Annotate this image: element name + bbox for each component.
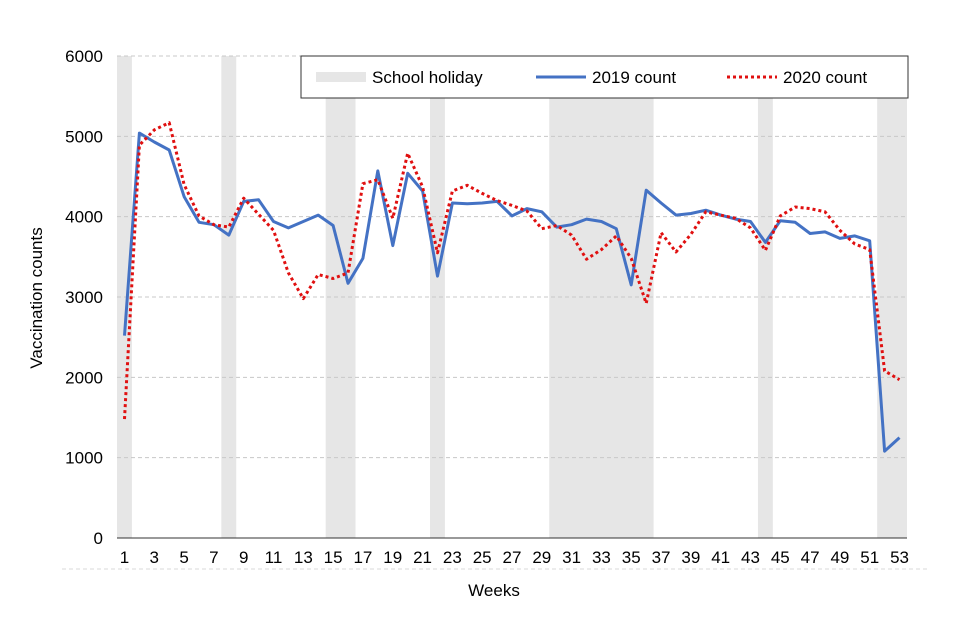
x-tick-label-35: 35 — [622, 548, 641, 567]
x-tick-label-21: 21 — [413, 548, 432, 567]
y-tick-label-4000: 4000 — [65, 208, 103, 227]
x-axis-title: Weeks — [468, 581, 520, 600]
legend-2019-label: 2019 count — [592, 68, 676, 87]
holiday-band-1 — [221, 56, 237, 538]
x-tick-label-53: 53 — [890, 548, 909, 567]
series-line-2020 — [123, 121, 901, 420]
x-tick-label-39: 39 — [681, 548, 700, 567]
x-tick-label-37: 37 — [652, 548, 671, 567]
x-tick-label-33: 33 — [592, 548, 611, 567]
y-axis-title: Vaccination counts — [27, 227, 46, 368]
y-tick-label-5000: 5000 — [65, 127, 103, 146]
holiday-band-3 — [430, 56, 445, 538]
x-tick-label-51: 51 — [860, 548, 879, 567]
x-tick-label-25: 25 — [473, 548, 492, 567]
x-tick-label-9: 9 — [239, 548, 248, 567]
y-tick-label-1000: 1000 — [65, 449, 103, 468]
y-tick-label-2000: 2000 — [65, 368, 103, 387]
holiday-band-5 — [757, 56, 773, 538]
x-tick-label-19: 19 — [383, 548, 402, 567]
x-tick-label-11: 11 — [265, 548, 283, 567]
x-tick-label-29: 29 — [532, 548, 551, 567]
x-tick-label-31: 31 — [562, 548, 581, 567]
series-lines — [123, 121, 901, 453]
x-tick-label-7: 7 — [209, 548, 218, 567]
x-tick-label-41: 41 — [711, 548, 730, 567]
series-line-2019 — [123, 131, 901, 453]
x-tick-label-5: 5 — [179, 548, 188, 567]
x-tick-label-23: 23 — [443, 548, 462, 567]
x-tick-label-17: 17 — [353, 548, 372, 567]
legend: School holiday 2019 count 2020 count — [300, 55, 909, 99]
y-tick-label-6000: 6000 — [65, 47, 103, 66]
x-tick-label-27: 27 — [503, 548, 522, 567]
legend-holiday-label: School holiday — [372, 68, 483, 87]
x-tick-label-43: 43 — [741, 548, 760, 567]
x-tick-label-1: 1 — [120, 548, 129, 567]
x-tick-label-47: 47 — [801, 548, 820, 567]
x-tick-label-49: 49 — [830, 548, 849, 567]
x-tick-label-3: 3 — [150, 548, 159, 567]
gridlines — [62, 55, 930, 570]
x-axis-ticks: 1 3 5 7 9 11 13 15 17 19 21 23 25 27 29 31 33 35 37 39 41 43 4… — [120, 548, 909, 567]
x-tick-label-15: 15 — [324, 548, 343, 567]
x-tick-label-13: 13 — [294, 548, 313, 567]
x-tick-label-45: 45 — [771, 548, 790, 567]
legend-2020-label: 2020 count — [783, 68, 867, 87]
legend-box — [300, 55, 909, 99]
y-tick-label-0: 0 — [94, 529, 103, 548]
y-tick-label-3000: 3000 — [65, 288, 103, 307]
y-axis-ticks: 0 1000 2000 3000 4000 5000 6000 — [65, 47, 103, 548]
